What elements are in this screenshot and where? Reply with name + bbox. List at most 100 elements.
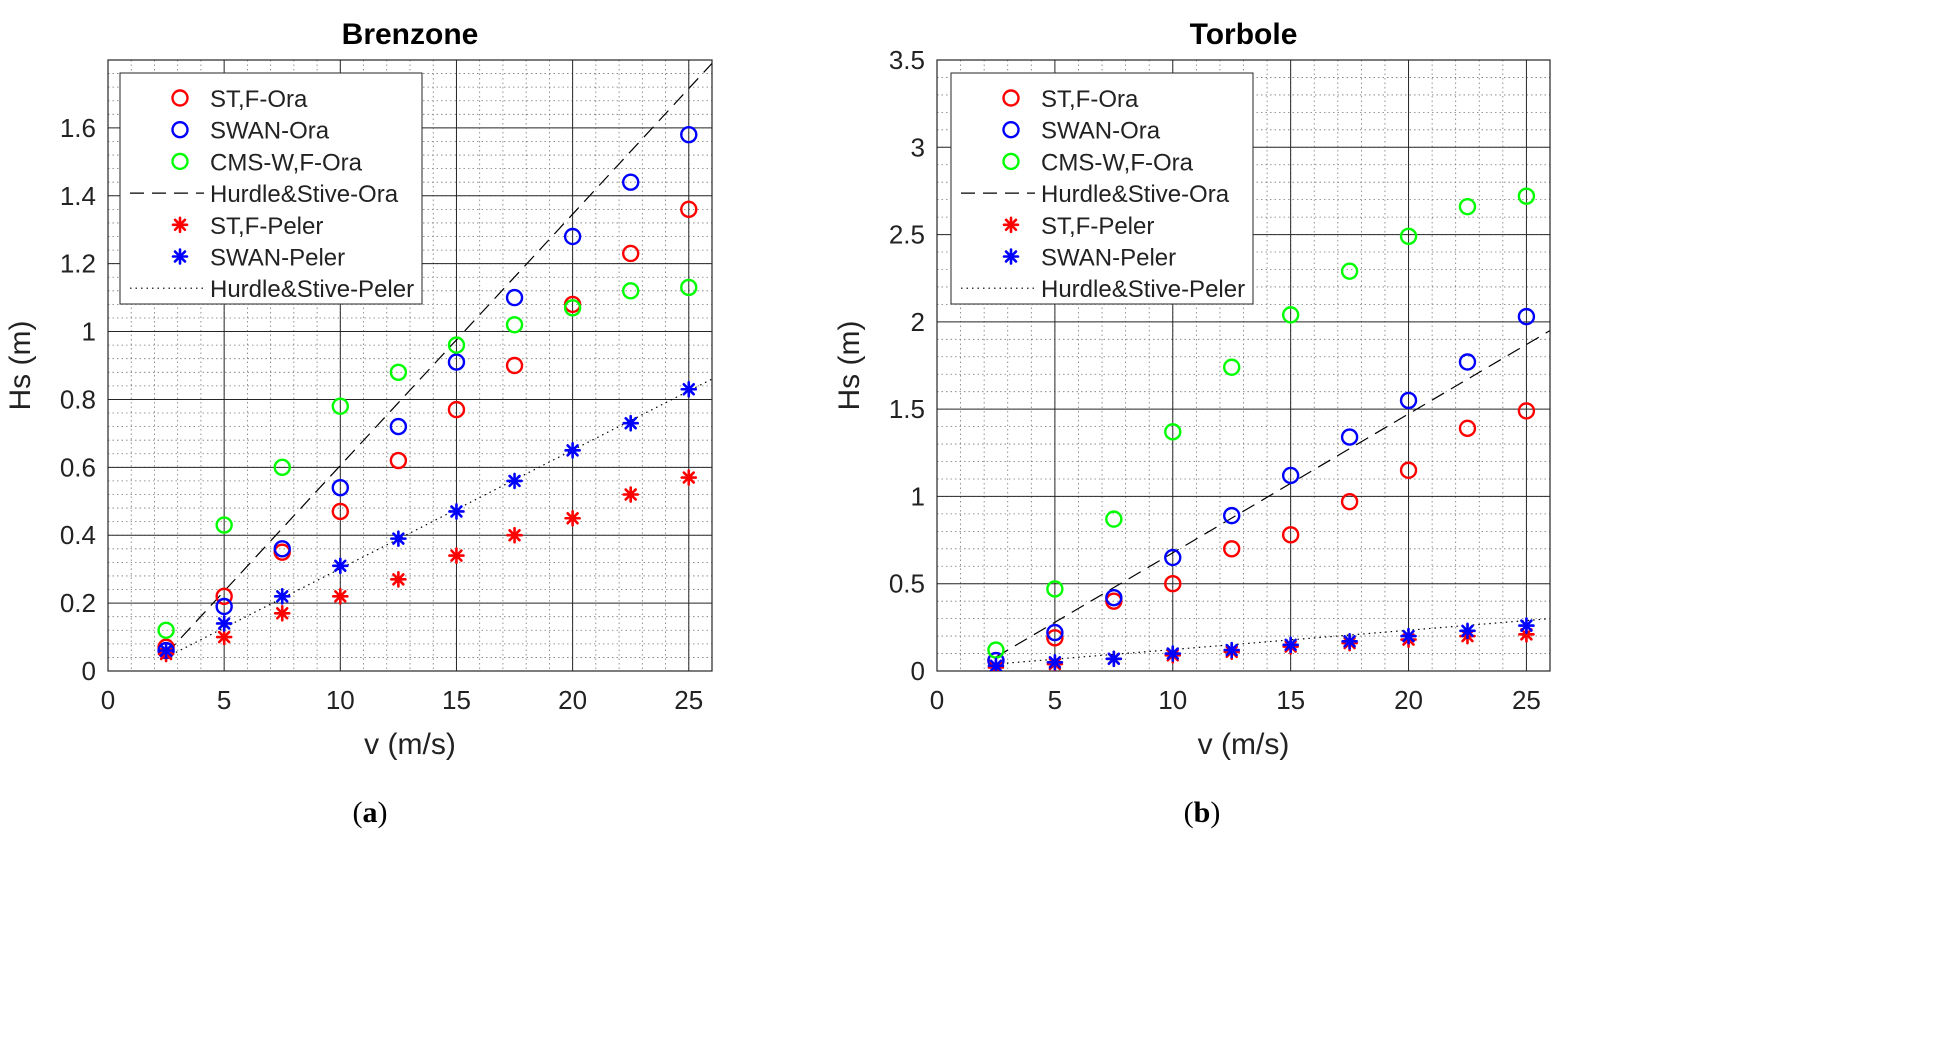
legend-marker — [171, 152, 189, 171]
data-point-swan-peler — [390, 530, 407, 547]
data-point-swan-peler — [1105, 650, 1123, 668]
legend-item: CMS-W,F-Ora — [1002, 149, 1194, 176]
legend-label: SWAN-Ora — [1041, 118, 1161, 145]
legend-marker — [1002, 89, 1020, 107]
data-point-cms-w-f-ora — [1046, 580, 1064, 598]
data-point-st-f-ora — [1223, 540, 1241, 558]
data-point-cms-w-f-ora — [1223, 358, 1241, 376]
legend-label: ST,F-Ora — [210, 86, 308, 113]
data-point-st-f-ora — [1164, 575, 1182, 593]
y-tick-label: 0.6 — [60, 452, 96, 482]
legend-marker — [1002, 152, 1020, 171]
legend-marker — [1002, 216, 1020, 234]
x-tick-label: 10 — [1158, 685, 1187, 715]
data-point-st-f-ora — [680, 200, 698, 219]
data-point-swan-peler — [1046, 653, 1064, 671]
legend-label: Hurdle&Stive-Ora — [210, 181, 399, 208]
legend-label: Hurdle&Stive-Peler — [1041, 276, 1245, 303]
data-point-cms-w-f-ora — [505, 316, 524, 334]
data-point-swan-ora — [215, 597, 233, 616]
data-point-swan-peler — [215, 615, 233, 632]
legend-marker — [171, 89, 189, 107]
y-tick-label: 3 — [911, 132, 925, 162]
legend-label: Hurdle&Stive-Ora — [1041, 181, 1230, 208]
legend-item: CMS-W,F-Ora — [171, 149, 363, 176]
data-point-cms-w-f-ora — [157, 621, 175, 639]
data-point-swan-peler — [1518, 617, 1535, 634]
legend-label: ST,F-Ora — [1041, 86, 1139, 113]
legend-marker — [1002, 120, 1020, 139]
data-point-swan-ora — [1164, 548, 1182, 567]
data-point-swan-peler — [1223, 641, 1241, 659]
x-tick-label: 25 — [674, 685, 703, 715]
y-tick-label: 2 — [911, 307, 925, 337]
legend-item: Hurdle&Stive-Ora — [130, 181, 399, 208]
x-tick-label: 0 — [101, 685, 115, 715]
series-line-hurdle-stive-ora — [995, 330, 1550, 658]
data-point-st-f-ora — [505, 356, 524, 375]
x-tick-label: 20 — [558, 685, 587, 715]
y-tick-label: 1 — [911, 481, 925, 511]
legend-box — [950, 72, 1254, 305]
legend: ST,F-Ora SWAN-Ora CMS-W,F-Ora Hurdle&Stive-… — [950, 72, 1254, 305]
y-tick-label: 0.4 — [60, 520, 96, 550]
data-point-swan-ora — [1105, 588, 1123, 607]
y-tick-label: 1.6 — [60, 113, 96, 143]
y-tick-label: 2.5 — [889, 220, 925, 250]
legend-item: Hurdle&Stive-Peler — [961, 276, 1245, 303]
x-tick-label: 20 — [1394, 685, 1423, 715]
data-point-swan-peler — [564, 442, 581, 459]
data-point-st-f-ora — [621, 244, 640, 263]
data-point-swan-peler — [1164, 645, 1182, 662]
data-point-swan-peler — [273, 588, 291, 605]
data-point-swan-ora — [1517, 307, 1536, 326]
data-point-swan-peler — [332, 557, 349, 575]
legend-box — [119, 72, 423, 305]
data-point-st-f-peler — [273, 604, 291, 622]
y-tick-label: 1.4 — [60, 181, 96, 211]
y-tick-label: 0.8 — [60, 384, 96, 414]
chart-b: 0 5 10 15 20 25 0 0.5 1 1.5 2 2.5 3 3.5 Torbole v (m/s)… — [833, 18, 1551, 829]
data-point-st-f-peler — [1518, 626, 1535, 643]
data-point-swan-ora — [447, 353, 466, 371]
y-tick-label: 1.2 — [60, 249, 96, 279]
figure-caption: (a) — [353, 796, 388, 829]
data-point-st-f-ora — [1517, 402, 1536, 420]
y-tick-label: 1.5 — [889, 394, 925, 424]
data-point-st-f-ora — [1399, 461, 1418, 479]
data-point-swan-ora — [505, 288, 524, 307]
legend-marker — [1002, 248, 1020, 265]
data-point-swan-ora — [621, 173, 640, 191]
data-point-swan-ora — [273, 540, 291, 558]
data-point-cms-w-f-ora — [1399, 227, 1418, 246]
legend-item: SWAN-Ora — [1002, 118, 1161, 145]
data-point-st-f-peler — [506, 526, 523, 544]
x-tick-label: 0 — [930, 685, 944, 715]
data-layer — [157, 62, 712, 663]
data-point-st-f-ora — [215, 587, 233, 606]
data-point-st-f-peler — [622, 486, 639, 503]
legend-label: Hurdle&Stive-Peler — [210, 276, 414, 303]
x-tick-label: 25 — [1512, 685, 1541, 715]
data-point-cms-w-f-ora — [1458, 197, 1477, 216]
legend-item: SWAN-Peler — [171, 245, 345, 272]
legend-item: SWAN-Peler — [1002, 245, 1176, 272]
data-point-st-f-peler — [564, 509, 581, 527]
data-point-st-f-ora — [1458, 419, 1477, 438]
data-point-swan-peler — [1282, 636, 1299, 654]
legend-item: ST,F-Peler — [171, 213, 323, 240]
data-point-swan-peler — [622, 414, 639, 432]
data-point-cms-w-f-ora — [273, 458, 291, 477]
y-tick-label: 0 — [82, 656, 96, 686]
data-point-swan-peler — [1459, 622, 1476, 640]
data-point-cms-w-f-ora — [1340, 262, 1359, 280]
data-point-cms-w-f-ora — [621, 282, 640, 300]
y-tick-label: 1 — [82, 317, 96, 347]
y-axis-label: Hs (m) — [833, 321, 866, 411]
legend-item: Hurdle&Stive-Ora — [961, 181, 1230, 208]
data-point-swan-peler — [1341, 633, 1358, 650]
data-point-st-f-ora — [1281, 526, 1300, 544]
legend-item: ST,F-Ora — [171, 86, 308, 113]
data-point-swan-ora — [1340, 428, 1359, 446]
